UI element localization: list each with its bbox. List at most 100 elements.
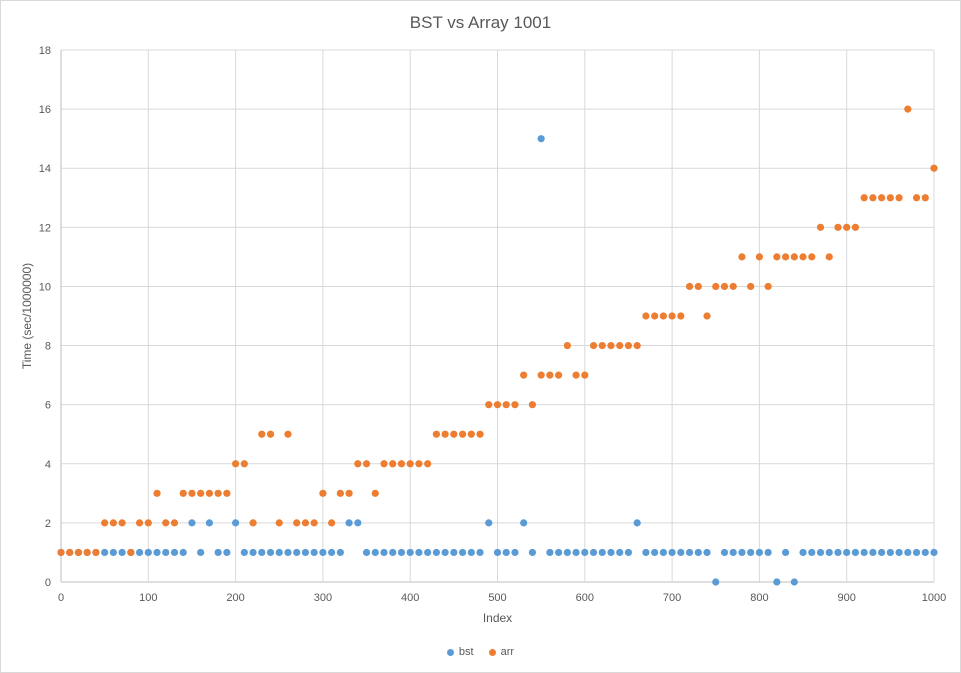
data-point-arr <box>808 253 816 261</box>
data-point-arr <box>284 430 292 438</box>
data-point-bst <box>232 519 240 527</box>
data-point-arr <box>755 253 764 261</box>
data-point-arr <box>572 371 580 379</box>
data-point-bst <box>904 548 912 557</box>
data-point-arr <box>214 489 222 497</box>
data-point-bst <box>659 548 667 557</box>
data-point-bst <box>485 519 493 527</box>
data-point-bst <box>825 548 833 557</box>
data-point-bst <box>336 548 344 557</box>
data-point-arr <box>555 371 563 379</box>
data-point-bst <box>878 548 886 557</box>
data-point-arr <box>57 548 65 557</box>
legend-item-arr: arr <box>488 646 514 658</box>
data-point-arr <box>912 194 921 202</box>
data-point-bst <box>214 548 222 557</box>
data-point-bst <box>624 548 633 557</box>
legend-marker-arr <box>488 648 496 656</box>
data-point-arr <box>816 223 825 231</box>
data-point-arr <box>764 282 772 291</box>
data-point-arr <box>738 253 746 261</box>
data-point-arr <box>127 548 135 557</box>
data-point-bst <box>406 548 414 557</box>
data-point-bst <box>572 548 580 557</box>
x-tick-label: 200 <box>226 592 244 604</box>
y-tick-label: 12 <box>39 222 51 234</box>
data-point-bst <box>895 548 903 557</box>
data-point-bst <box>118 548 126 557</box>
data-point-arr <box>878 194 886 202</box>
data-point-bst <box>589 548 598 557</box>
data-point-bst <box>546 548 554 557</box>
data-point-arr <box>83 548 91 557</box>
data-point-arr <box>843 223 851 231</box>
data-point-bst <box>747 548 755 557</box>
y-tick-label: 2 <box>45 518 51 530</box>
data-point-arr <box>415 460 423 468</box>
data-point-bst <box>275 548 283 557</box>
data-point-arr <box>476 430 484 438</box>
data-point-arr <box>799 253 807 261</box>
x-tick-label: 1000 <box>922 592 946 604</box>
data-point-arr <box>860 194 868 202</box>
data-point-bst <box>371 548 379 557</box>
data-point-bst <box>153 548 161 557</box>
data-point-arr <box>712 282 720 291</box>
legend-label-bst: bst <box>458 646 474 658</box>
data-point-arr <box>624 341 633 350</box>
data-point-arr <box>266 430 275 438</box>
data-point-arr <box>747 282 755 291</box>
legend: bst arr <box>0 646 961 659</box>
data-point-bst <box>581 548 589 557</box>
data-point-arr <box>598 341 606 350</box>
data-point-bst <box>345 519 353 527</box>
data-point-arr <box>424 460 432 468</box>
data-point-arr <box>450 430 458 438</box>
data-point-bst <box>502 548 510 557</box>
data-point-bst <box>389 548 397 557</box>
data-point-bst <box>249 548 257 557</box>
data-point-arr <box>109 519 117 527</box>
data-point-bst <box>808 548 816 557</box>
data-point-bst <box>441 548 449 557</box>
data-point-bst <box>450 548 458 557</box>
data-point-arr <box>851 223 860 231</box>
data-point-bst <box>223 548 231 557</box>
data-point-bst <box>109 548 117 557</box>
data-point-arr <box>537 371 545 379</box>
data-point-arr <box>397 460 406 468</box>
data-point-bst <box>651 548 659 557</box>
data-point-arr <box>319 489 327 497</box>
data-point-bst <box>458 548 467 557</box>
data-point-arr <box>773 253 781 261</box>
data-point-bst <box>528 548 537 557</box>
y-tick-label: 16 <box>39 104 51 116</box>
y-tick-label: 14 <box>39 163 51 175</box>
data-point-bst <box>816 548 825 557</box>
data-point-bst <box>773 578 781 586</box>
x-tick-label: 0 <box>58 592 64 604</box>
data-point-bst <box>170 548 179 557</box>
data-point-arr <box>380 460 388 468</box>
data-point-arr <box>179 489 187 497</box>
data-point-arr <box>336 489 344 497</box>
data-point-bst <box>101 548 109 557</box>
data-point-bst <box>860 548 868 557</box>
data-point-bst <box>694 548 702 557</box>
data-point-bst <box>755 548 764 557</box>
data-point-bst <box>555 548 563 557</box>
data-point-arr <box>170 519 179 527</box>
data-point-bst <box>738 548 746 557</box>
data-point-bst <box>921 548 929 557</box>
data-point-arr <box>581 371 589 379</box>
data-point-arr <box>485 401 493 409</box>
y-tick-label: 4 <box>45 459 51 471</box>
data-point-arr <box>249 519 257 527</box>
data-point-bst <box>851 548 860 557</box>
data-point-arr <box>293 519 301 527</box>
data-point-bst <box>205 519 214 527</box>
y-axis-title: Time (sec/1000000) <box>20 263 34 369</box>
data-point-arr <box>869 194 877 202</box>
data-point-arr <box>904 105 912 113</box>
